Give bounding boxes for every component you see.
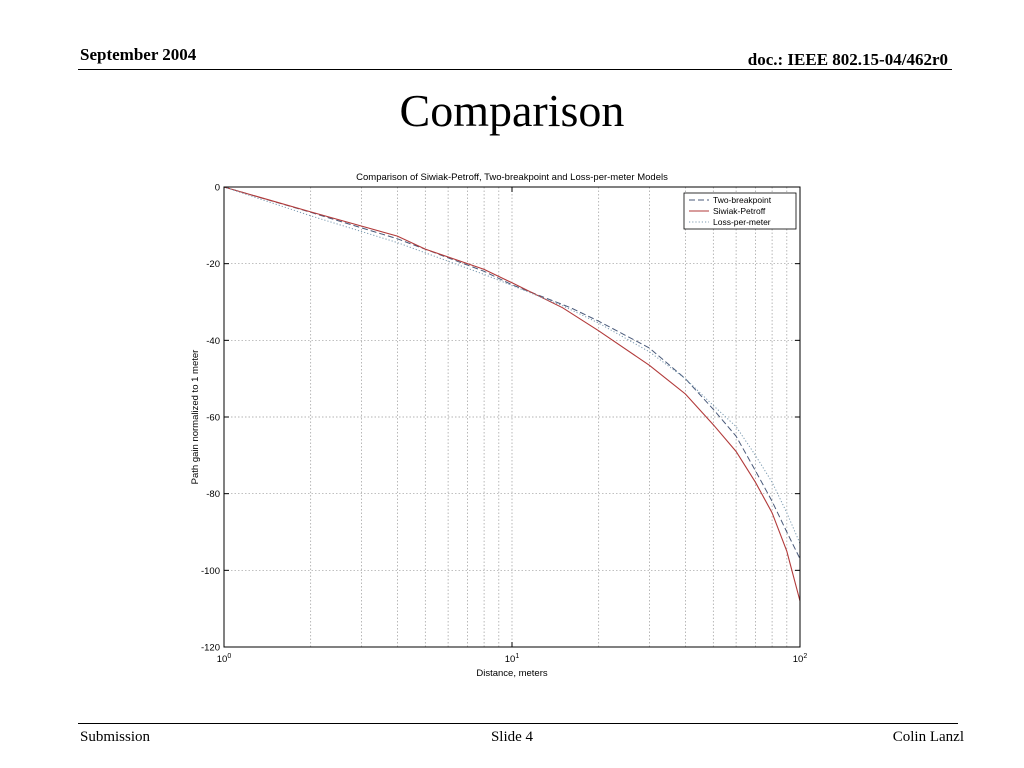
header-doc-id: doc.: IEEE 802.15-04/462r0 <box>747 50 948 69</box>
legend: Two-breakpointSiwiak-PetroffLoss-per-met… <box>683 192 797 230</box>
x-tick-label: 101 <box>505 653 520 665</box>
y-tick-label: -60 <box>206 413 220 424</box>
chart-title: Comparison of Siwiak-Petroff, Two-breakp… <box>356 172 668 183</box>
y-tick-label: -20 <box>206 259 220 270</box>
y-tick-label: -120 <box>201 643 220 654</box>
slide-title: Comparison <box>399 85 625 136</box>
footer-author: Colin Lanzl <box>892 729 964 745</box>
series-line-2 <box>223 186 801 544</box>
y-axis-label: Path gain normalized to 1 meter <box>190 350 201 485</box>
legend-label: Loss-per-meter <box>713 217 771 227</box>
header-date: September 2004 <box>80 45 197 64</box>
y-tick-label: -100 <box>201 566 220 577</box>
series-layer <box>223 186 801 602</box>
y-tick-label: -40 <box>206 336 220 347</box>
footer-submission: Submission <box>80 729 151 745</box>
footer-divider <box>78 723 958 724</box>
header-divider <box>78 69 952 70</box>
x-tick-label: 102 <box>793 653 808 665</box>
y-axis: 0 -20 -40 -60 -80 -100 -120 <box>201 183 800 654</box>
x-axis-label: Distance, meters <box>476 668 548 679</box>
footer-slide-number: Slide 4 <box>490 729 534 745</box>
y-tick-label: -80 <box>206 489 220 500</box>
x-axis: 100 101 102 <box>217 187 808 665</box>
y-tick-label: 0 <box>215 183 220 194</box>
legend-label: Siwiak-Petroff <box>713 206 766 216</box>
series-line-1 <box>223 186 801 602</box>
x-tick-label: 100 <box>217 653 232 665</box>
grid <box>224 187 800 647</box>
legend-label: Two-breakpoint <box>713 195 772 205</box>
